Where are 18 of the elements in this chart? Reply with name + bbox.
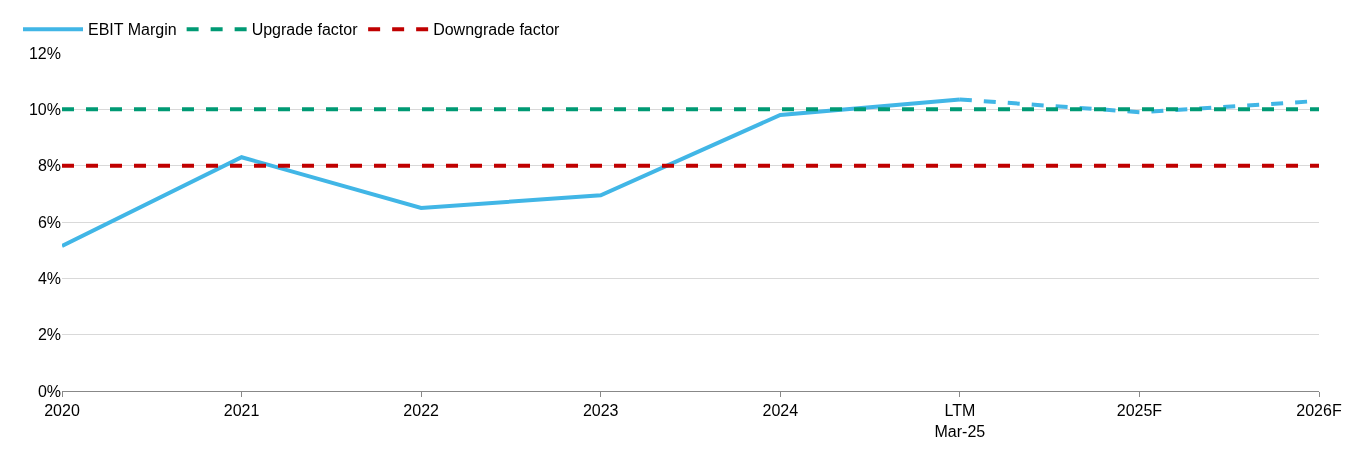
y-tick-label: 8% bbox=[37, 157, 61, 175]
x-tick-label: 2024 bbox=[762, 402, 799, 420]
y-tick-label: 2% bbox=[37, 326, 61, 344]
x-tick-label: 2026F bbox=[1296, 402, 1342, 420]
y-tick-label: 0% bbox=[37, 382, 61, 400]
x-tick-label: 2023 bbox=[582, 402, 619, 420]
y-tick-label: 4% bbox=[37, 269, 61, 287]
x-tick-label: 2022 bbox=[403, 402, 440, 420]
legend-label: Downgrade factor bbox=[433, 21, 561, 39]
x-tick-label: 2021 bbox=[223, 402, 260, 420]
legend-label: EBIT Margin bbox=[88, 21, 177, 39]
y-tick-label: 6% bbox=[37, 213, 61, 231]
y-tick-label: 12% bbox=[28, 44, 61, 62]
x-tick-label: LTM Mar-25 bbox=[934, 402, 986, 440]
x-tick-label: 2025F bbox=[1116, 402, 1163, 420]
y-tick-label: 10% bbox=[28, 100, 61, 118]
x-tick-label: 2020 bbox=[44, 402, 80, 420]
legend-label: Upgrade factor bbox=[251, 21, 359, 39]
